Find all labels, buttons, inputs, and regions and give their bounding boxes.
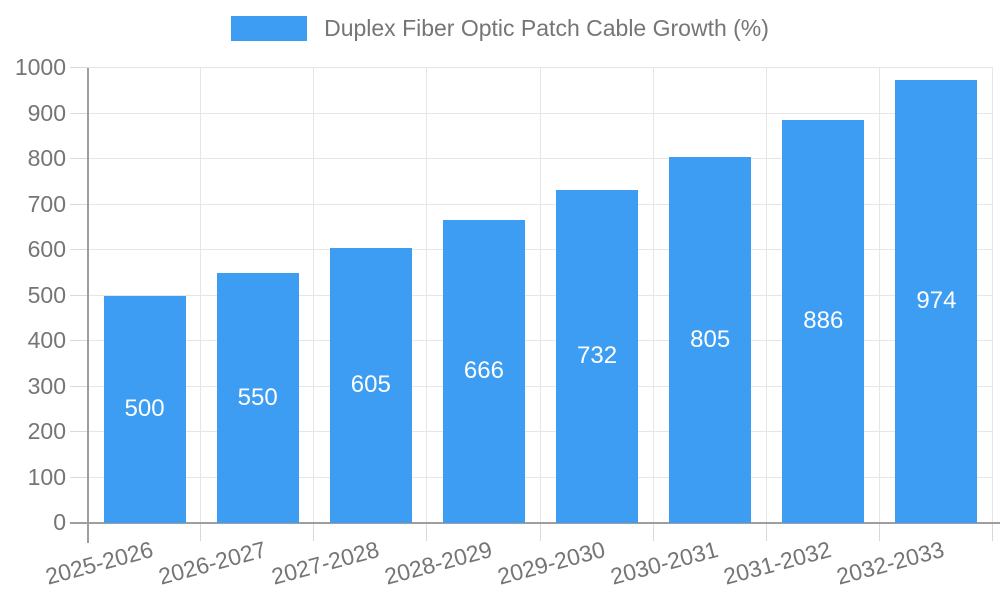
bar-value-label: 732 bbox=[577, 342, 618, 370]
y-axis-tick-label: 500 bbox=[27, 281, 66, 308]
x-tick-mark bbox=[313, 523, 315, 541]
y-axis-tick-label: 400 bbox=[27, 326, 66, 353]
y-tick-mark bbox=[70, 476, 88, 478]
bar[interactable]: 500 bbox=[103, 295, 186, 523]
y-tick-mark bbox=[70, 203, 88, 205]
v-gridline bbox=[539, 68, 541, 523]
y-axis-tick-label: 900 bbox=[27, 99, 66, 126]
x-axis-tick-label: 2032-2033 bbox=[834, 536, 948, 590]
h-gridline bbox=[88, 294, 993, 296]
bar-value-label: 886 bbox=[803, 307, 844, 335]
h-gridline bbox=[88, 203, 993, 205]
y-tick-mark bbox=[70, 385, 88, 387]
legend-label: Duplex Fiber Optic Patch Cable Growth (%… bbox=[324, 15, 769, 41]
bar[interactable]: 974 bbox=[895, 79, 978, 523]
x-axis-line bbox=[70, 522, 1000, 524]
x-axis-tick-label: 2028-2029 bbox=[381, 536, 495, 590]
h-gridline bbox=[88, 158, 993, 159]
v-gridline bbox=[992, 68, 993, 523]
x-axis-tick-label: 2031-2032 bbox=[721, 536, 835, 590]
h-gridline bbox=[88, 67, 993, 68]
x-axis-tick-label: 2029-2030 bbox=[494, 536, 608, 590]
x-tick-mark bbox=[878, 523, 880, 541]
legend-item[interactable]: Duplex Fiber Optic Patch Cable Growth (%… bbox=[0, 15, 1000, 42]
y-axis-tick-label: 1000 bbox=[14, 53, 66, 80]
v-gridline bbox=[652, 68, 654, 523]
legend-swatch-icon bbox=[231, 16, 308, 41]
bar-value-label: 550 bbox=[237, 383, 278, 411]
y-tick-mark bbox=[70, 158, 88, 159]
x-axis-tick-label: 2025-2026 bbox=[42, 536, 156, 590]
h-gridline bbox=[88, 431, 993, 432]
h-gridline bbox=[88, 249, 993, 250]
y-axis-tick-label: 200 bbox=[27, 417, 66, 444]
x-tick-mark bbox=[765, 523, 767, 541]
x-tick-mark bbox=[992, 523, 993, 541]
h-gridline bbox=[88, 112, 993, 114]
v-gridline bbox=[200, 68, 202, 523]
y-axis-tick-label: 800 bbox=[27, 144, 66, 171]
y-axis-tick-label: 300 bbox=[27, 372, 66, 399]
bar-value-label: 974 bbox=[916, 287, 957, 315]
v-gridline bbox=[313, 68, 315, 523]
x-tick-mark bbox=[652, 523, 654, 541]
h-gridline bbox=[88, 385, 993, 387]
v-gridline bbox=[426, 68, 428, 523]
h-gridline bbox=[88, 476, 993, 478]
y-axis-line bbox=[87, 68, 89, 543]
bar-value-label: 805 bbox=[690, 325, 731, 353]
x-tick-mark bbox=[200, 523, 202, 541]
x-axis-tick-label: 2030-2031 bbox=[607, 536, 721, 590]
v-gridline bbox=[765, 68, 767, 523]
x-tick-mark bbox=[539, 523, 541, 541]
bar[interactable]: 666 bbox=[442, 219, 525, 523]
y-tick-mark bbox=[70, 340, 88, 341]
y-tick-mark bbox=[70, 431, 88, 432]
y-tick-mark bbox=[70, 249, 88, 250]
bar[interactable]: 732 bbox=[556, 189, 639, 523]
y-axis-tick-label: 100 bbox=[27, 463, 66, 490]
bar-value-label: 605 bbox=[350, 371, 391, 399]
h-gridline bbox=[88, 340, 993, 341]
y-tick-mark bbox=[70, 112, 88, 114]
bar-value-label: 666 bbox=[463, 357, 504, 385]
v-gridline bbox=[878, 68, 880, 523]
y-axis-tick-label: 600 bbox=[27, 235, 66, 262]
bar[interactable]: 886 bbox=[782, 119, 865, 523]
y-axis-tick-label: 700 bbox=[27, 190, 66, 217]
y-tick-mark bbox=[70, 294, 88, 296]
y-tick-mark bbox=[70, 67, 88, 68]
x-axis-tick-label: 2026-2027 bbox=[155, 536, 269, 590]
y-axis-tick-label: 0 bbox=[53, 508, 66, 535]
bar[interactable]: 550 bbox=[216, 272, 299, 523]
bar[interactable]: 805 bbox=[669, 156, 752, 523]
x-axis-tick-label: 2027-2028 bbox=[268, 536, 382, 590]
bar-value-label: 500 bbox=[124, 395, 165, 423]
x-tick-mark bbox=[426, 523, 428, 541]
bar[interactable]: 605 bbox=[329, 247, 412, 523]
